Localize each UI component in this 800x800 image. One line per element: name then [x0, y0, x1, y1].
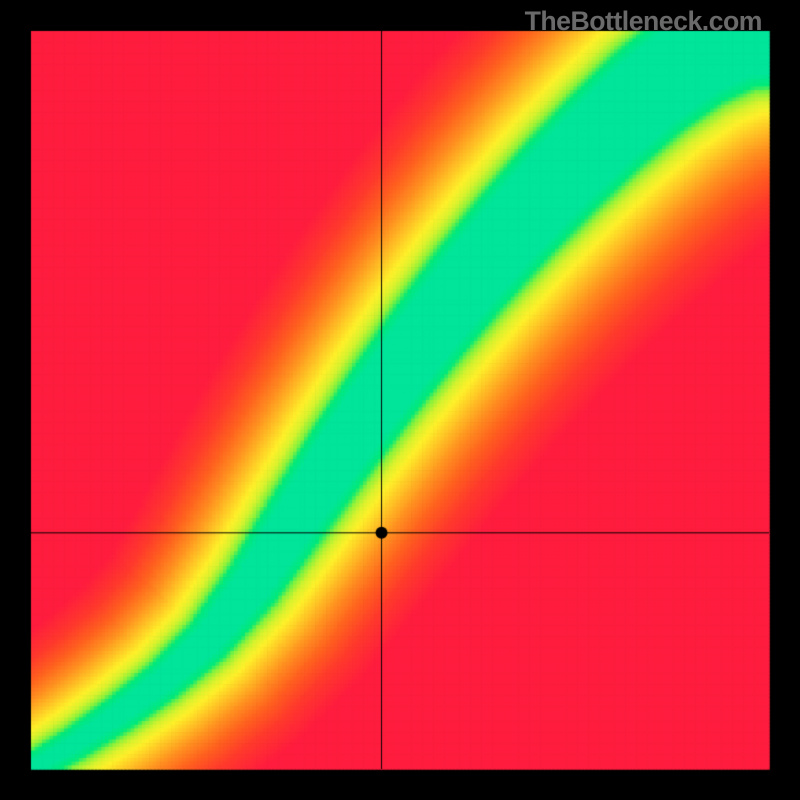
attribution-label: TheBottleneck.com — [525, 6, 762, 37]
chart-container: TheBottleneck.com — [0, 0, 800, 800]
bottleneck-heatmap — [0, 0, 800, 800]
